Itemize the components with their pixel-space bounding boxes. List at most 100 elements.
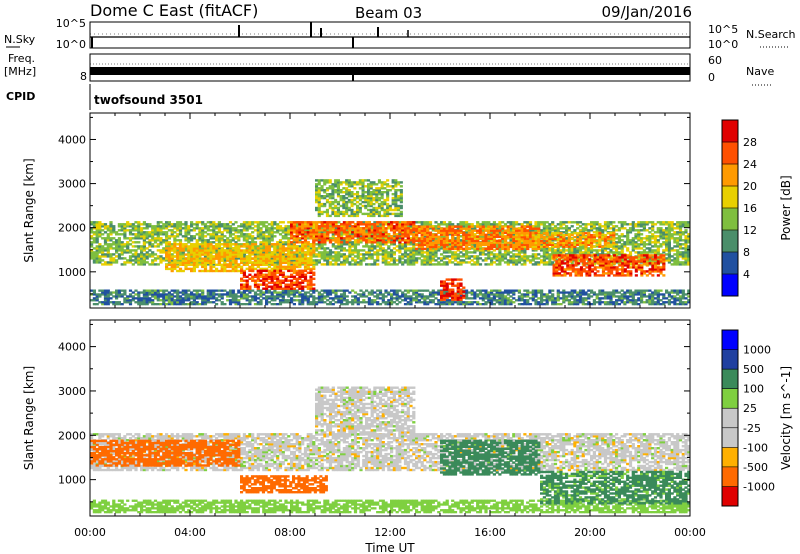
data-cell — [315, 263, 319, 266]
data-cell — [201, 297, 205, 300]
data-cell — [656, 293, 660, 296]
data-cell — [603, 245, 608, 248]
data-cell — [681, 233, 685, 236]
data-cell — [620, 239, 624, 242]
data-cell — [462, 301, 466, 304]
data-cell — [470, 259, 474, 262]
data-cell — [106, 253, 110, 256]
data-cell — [292, 259, 296, 262]
data-cell — [503, 291, 508, 294]
data-cell — [651, 221, 655, 224]
data-cell — [684, 221, 688, 224]
data-cell — [215, 269, 219, 273]
data-cell — [334, 295, 338, 298]
data-cell — [201, 243, 205, 246]
data-cell — [101, 249, 105, 252]
data-cell — [673, 249, 677, 252]
data-cell — [353, 249, 358, 252]
data-cell — [631, 297, 635, 300]
data-cell — [220, 239, 224, 242]
data-cell — [601, 225, 605, 228]
data-cell — [245, 251, 249, 254]
data-cell — [317, 299, 321, 302]
data-cell — [459, 303, 463, 306]
data-cell — [428, 261, 433, 264]
data-cell — [362, 221, 366, 224]
data-cell — [434, 303, 438, 306]
data-cell — [517, 227, 521, 230]
data-cell — [173, 263, 177, 266]
data-cell — [492, 253, 496, 256]
data-cell — [548, 299, 552, 302]
data-cell — [612, 239, 616, 242]
data-cell — [123, 297, 127, 300]
data-cell — [259, 229, 263, 232]
data-cell — [534, 261, 538, 264]
data-cell — [667, 259, 671, 262]
data-cell — [295, 223, 299, 226]
data-cell — [651, 237, 655, 240]
data-cell — [195, 223, 199, 226]
data-cell — [206, 263, 210, 266]
data-cell — [542, 295, 546, 298]
data-cell — [203, 265, 208, 269]
data-cell — [190, 245, 194, 248]
data-cell — [103, 249, 108, 252]
data-cell — [226, 247, 230, 250]
data-cell — [328, 289, 333, 292]
data-cell — [540, 289, 544, 292]
data-cell — [234, 301, 238, 304]
data-cell — [603, 229, 608, 232]
data-cell — [292, 299, 296, 302]
data-cell — [181, 255, 185, 258]
data-cell — [656, 295, 660, 298]
data-cell — [231, 251, 235, 254]
data-cell — [378, 291, 383, 294]
data-cell — [128, 293, 133, 296]
data-cell — [484, 223, 488, 226]
data-cell — [556, 303, 560, 306]
data-cell — [284, 237, 288, 240]
data-cell — [303, 291, 308, 294]
data-cell — [120, 295, 124, 298]
data-cell — [165, 265, 169, 269]
data-cell — [117, 295, 121, 298]
data-cell — [576, 299, 580, 302]
data-cell — [209, 267, 213, 271]
data-cell — [637, 235, 641, 238]
data-cell — [620, 249, 624, 252]
data-cell — [592, 303, 596, 306]
data-cell — [545, 299, 549, 302]
data-cell — [601, 301, 605, 304]
data-cell — [278, 291, 283, 294]
data-cell — [526, 293, 530, 296]
data-cell — [376, 237, 380, 240]
data-cell — [617, 241, 621, 244]
data-cell — [626, 295, 630, 298]
data-cell — [331, 245, 335, 248]
data-cell — [470, 247, 474, 250]
data-cell — [648, 301, 652, 304]
data-cell — [353, 297, 358, 300]
data-cell — [198, 297, 202, 300]
data-cell — [181, 299, 185, 302]
data-cell — [245, 227, 249, 230]
data-cell — [381, 297, 385, 300]
data-cell — [406, 253, 410, 256]
data-cell — [345, 261, 349, 264]
data-cell — [342, 263, 346, 266]
data-cell — [90, 221, 94, 224]
data-cell — [548, 259, 552, 262]
data-cell — [598, 225, 602, 228]
data-cell — [115, 255, 119, 258]
data-cell — [470, 227, 474, 230]
data-cell — [276, 241, 280, 244]
data-cell — [128, 229, 133, 232]
data-cell — [531, 255, 535, 258]
data-cell — [467, 261, 471, 264]
data-cell — [190, 263, 194, 266]
data-cell — [159, 233, 163, 236]
data-cell — [373, 295, 377, 298]
data-cell — [381, 257, 385, 260]
data-cell — [195, 243, 199, 246]
